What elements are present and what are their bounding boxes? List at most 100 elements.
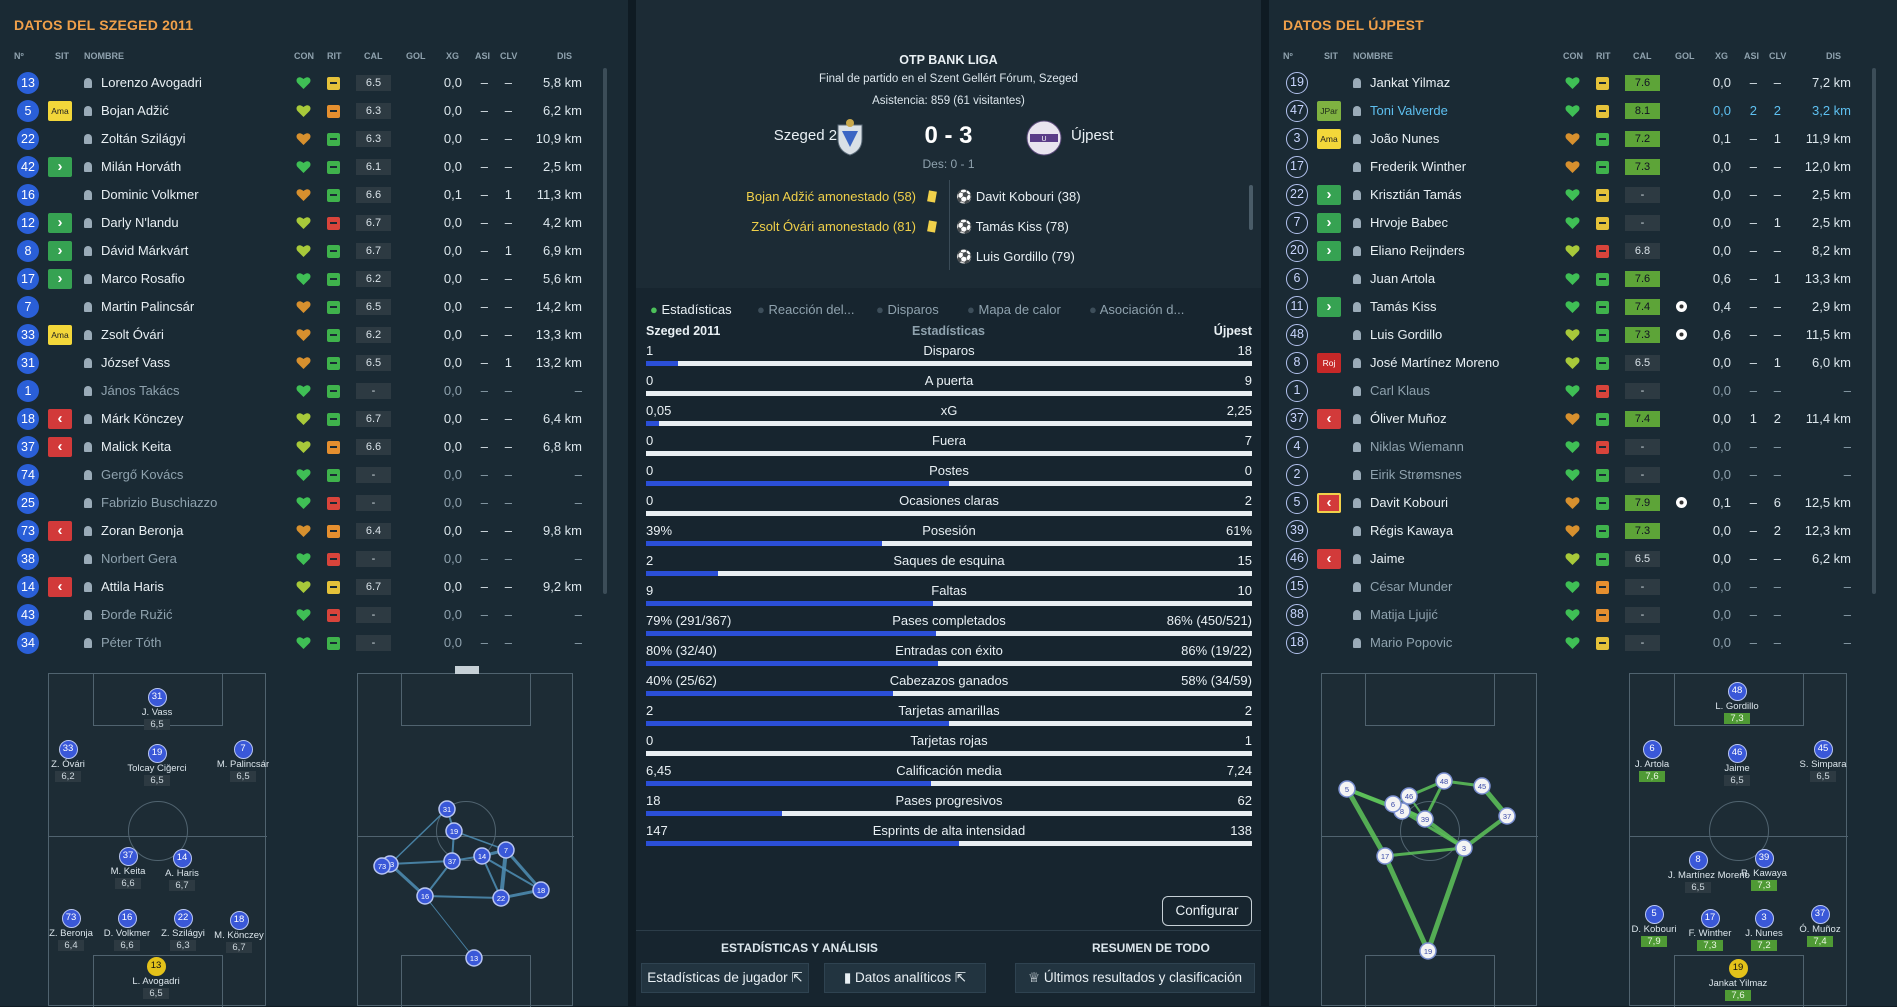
player-name[interactable]: Dávid Márkvárt [101, 243, 189, 258]
player-name[interactable]: Mario Popovic [1370, 635, 1453, 650]
player-name[interactable]: Jaime [1370, 551, 1405, 566]
player-name[interactable]: Krisztián Tamás [1370, 187, 1462, 202]
tab-estadisticas[interactable]: ● Estadísticas [650, 302, 732, 317]
player-name[interactable]: Óliver Muñoz [1370, 411, 1447, 426]
player-row[interactable]: 73 ‹ Zoran Beronja 6.4 0,0 – – 9,8 km [0, 517, 628, 545]
player-row[interactable]: 12 › Darly N'landu 6.7 0,0 – – 4,2 km [0, 209, 628, 237]
col-sit[interactable]: SIT [55, 51, 70, 61]
away-team-name[interactable]: Újpest [1071, 127, 1114, 144]
player-row[interactable]: 8 › Dávid Márkvárt 6.7 0,0 – 1 6,9 km [0, 237, 628, 265]
formation-player[interactable]: 22 Z. Szilágyi 6,3 [153, 909, 213, 951]
col-gol[interactable]: GOL [1675, 51, 1695, 61]
player-row[interactable]: 5 ‹ Davit Kobouri 7.9 0,1 – 6 12,5 km [1269, 489, 1897, 517]
col-dis[interactable]: DIS [1826, 51, 1842, 61]
player-name[interactable]: Bojan Adžić [101, 103, 169, 118]
col-dis[interactable]: DIS [557, 51, 573, 61]
player-row[interactable]: 43 Đorđe Ružić - 0,0 – – – [0, 601, 628, 629]
player-name[interactable]: Niklas Wiemann [1370, 439, 1464, 454]
events-scrollbar[interactable] [1249, 185, 1253, 230]
player-row[interactable]: 39 Régis Kawaya 7.3 0,0 – 2 12,3 km [1269, 517, 1897, 545]
col-no[interactable]: Nº [14, 51, 24, 61]
player-row[interactable]: 1 János Takács - 0,0 – – – [0, 377, 628, 405]
player-row[interactable]: 16 Dominic Volkmer 6.6 0,1 – 1 11,3 km [0, 181, 628, 209]
player-name[interactable]: Toni Valverde [1370, 103, 1448, 118]
player-row[interactable]: 31 József Vass 6.5 0,0 – 1 13,2 km [0, 349, 628, 377]
results-table-button[interactable]: ♕ Últimos resultados y clasificación [1015, 963, 1255, 993]
player-name[interactable]: João Nunes [1370, 131, 1440, 146]
player-name[interactable]: Eliano Reijnders [1370, 243, 1465, 258]
player-name[interactable]: Juan Artola [1370, 271, 1436, 286]
player-row[interactable]: 37 ‹ Óliver Muñoz 7.4 0,0 1 2 11,4 km [1269, 405, 1897, 433]
player-name[interactable]: Márk Könczey [101, 411, 184, 426]
player-row[interactable]: 42 › Milán Horváth 6.1 0,0 – – 2,5 km [0, 153, 628, 181]
player-name[interactable]: Lorenzo Avogadri [101, 75, 202, 90]
tab-disparos[interactable]: ● Disparos [876, 302, 939, 317]
formation-player[interactable]: 33 Z. Óvári 6,2 [38, 740, 98, 782]
col-clv[interactable]: CLV [500, 51, 518, 61]
player-name[interactable]: Attila Haris [101, 579, 164, 594]
player-row[interactable]: 33 Ama Zsolt Óvári 6.2 0,0 – – 13,3 km [0, 321, 628, 349]
player-name[interactable]: José Martínez Moreno [1370, 355, 1500, 370]
player-name[interactable]: Gergő Kovács [101, 467, 184, 482]
player-row[interactable]: 46 ‹ Jaime 6.5 0,0 – – 6,2 km [1269, 545, 1897, 573]
player-name[interactable]: Zsolt Óvári [101, 327, 164, 342]
col-clv[interactable]: CLV [1769, 51, 1787, 61]
formation-player[interactable]: 14 A. Haris 6,7 [152, 849, 212, 891]
player-name[interactable]: Eirik Strømsnes [1370, 467, 1462, 482]
formation-player[interactable]: 16 D. Volkmer 6,6 [97, 909, 157, 951]
formation-player[interactable]: 3 J. Nunes 7,2 [1734, 909, 1794, 951]
formation-player[interactable]: 48 L. Gordillo 7,3 [1707, 682, 1767, 724]
formation-player[interactable]: 37 M. Keita 6,6 [98, 847, 158, 889]
col-cal[interactable]: CAL [1633, 51, 1652, 61]
player-name[interactable]: Malick Keita [101, 439, 172, 454]
player-name[interactable]: Régis Kawaya [1370, 523, 1454, 538]
player-row[interactable]: 2 Eirik Strømsnes - 0,0 – – – [1269, 461, 1897, 489]
col-rit[interactable]: RIT [1596, 51, 1611, 61]
player-name[interactable]: Martin Palincsár [101, 299, 195, 314]
player-name[interactable]: Zoltán Szilágyi [101, 131, 186, 146]
analytics-button[interactable]: ▮ Datos analíticos ⇱ [824, 963, 986, 993]
player-row[interactable]: 13 Lorenzo Avogadri 6.5 0,0 – – 5,8 km [0, 69, 628, 97]
player-name[interactable]: Fabrizio Buschiazzo [101, 495, 218, 510]
player-name[interactable]: János Takács [101, 383, 180, 398]
player-row[interactable]: 18 Mario Popovic - 0,0 – – – [1269, 629, 1897, 657]
formation-player[interactable]: 46 Jaime 6,5 [1707, 744, 1767, 786]
player-stats-button[interactable]: Estadísticas de jugador ⇱ [641, 963, 809, 993]
player-name[interactable]: Zoran Beronja [101, 523, 184, 538]
formation-player[interactable]: 19 Jankat Yilmaz 7,6 [1708, 959, 1768, 1001]
col-xg[interactable]: XG [1715, 51, 1729, 61]
formation-player[interactable]: 17 F. Winther 7,3 [1680, 909, 1740, 951]
formation-player[interactable]: 5 D. Kobouri 7,9 [1624, 905, 1684, 947]
player-name[interactable]: Davit Kobouri [1370, 495, 1449, 510]
player-name[interactable]: Luis Gordillo [1370, 327, 1443, 342]
player-row[interactable]: 74 Gergő Kovács - 0,0 – – – [0, 461, 628, 489]
tab-asociacion[interactable]: ● Asociación d... [1089, 302, 1185, 317]
player-row[interactable]: 15 César Munder - 0,0 – – – [1269, 573, 1897, 601]
player-row[interactable]: 7 Martin Palincsár 6.5 0,0 – – 14,2 km [0, 293, 628, 321]
formation-player[interactable]: 37 Ó. Muñoz 7,4 [1790, 905, 1850, 947]
configure-button[interactable]: Configurar [1162, 896, 1252, 926]
player-row[interactable]: 11 › Tamás Kiss 7.4 0,4 – – 2,9 km [1269, 293, 1897, 321]
col-con[interactable]: CON [1563, 51, 1583, 61]
player-row[interactable]: 3 Ama João Nunes 7.2 0,1 – 1 11,9 km [1269, 125, 1897, 153]
player-row[interactable]: 6 Juan Artola 7.6 0,6 – 1 13,3 km [1269, 265, 1897, 293]
player-name[interactable]: Milán Horváth [101, 159, 182, 174]
col-no[interactable]: Nº [1283, 51, 1293, 61]
formation-player[interactable]: 13 L. Avogadri 6,5 [126, 957, 186, 999]
formation-player[interactable]: 45 S. Simpara 6,5 [1793, 740, 1853, 782]
tab-reaccion[interactable]: ● Reacción del... [757, 302, 855, 317]
player-name[interactable]: Đorđe Ružić [101, 607, 173, 622]
player-row[interactable]: 22 › Krisztián Tamás - 0,0 – – 2,5 km [1269, 181, 1897, 209]
formation-player[interactable]: 8 J. Martínez Moreno 6,5 [1668, 851, 1750, 893]
formation-player[interactable]: 39 R. Kawaya 7,3 [1734, 849, 1794, 891]
player-name[interactable]: Dominic Volkmer [101, 187, 199, 202]
player-row[interactable]: 17 › Marco Rosafio 6.2 0,0 – – 5,6 km [0, 265, 628, 293]
player-row[interactable]: 47 JPar Toni Valverde 8.1 0,0 2 2 3,2 km [1269, 97, 1897, 125]
player-row[interactable]: 88 Matija Ljujić - 0,0 – – – [1269, 601, 1897, 629]
col-gol[interactable]: GOL [406, 51, 426, 61]
player-name[interactable]: Tamás Kiss [1370, 299, 1437, 314]
player-name[interactable]: César Munder [1370, 579, 1453, 594]
player-name[interactable]: Péter Tóth [101, 635, 162, 650]
player-name[interactable]: Darly N'landu [101, 215, 179, 230]
player-row[interactable]: 17 Frederik Winther 7.3 0,0 – – 12,0 km [1269, 153, 1897, 181]
